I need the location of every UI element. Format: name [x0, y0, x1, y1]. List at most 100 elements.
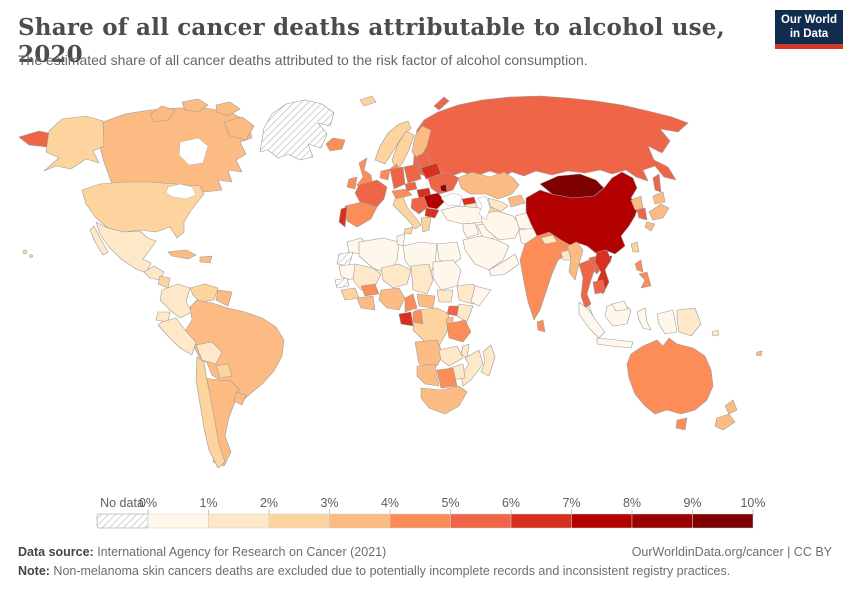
country-czechia[interactable]	[404, 181, 418, 192]
country-botswana[interactable]	[436, 367, 458, 389]
country-south-korea[interactable]	[636, 207, 648, 221]
country-paraguay[interactable]	[215, 363, 233, 379]
owid-logo[interactable]: Our World in Data	[775, 10, 843, 49]
country-new-zealand-north[interactable]	[724, 399, 738, 415]
legend-bin-7-8%[interactable]	[571, 513, 633, 529]
country-canada-island-1[interactable]	[149, 105, 176, 123]
country-benelux[interactable]	[379, 168, 391, 181]
country-canada-baffin[interactable]	[223, 116, 255, 141]
owid-link[interactable]: OurWorldinData.org/cancer | CC BY	[631, 545, 832, 559]
country-senegal[interactable]	[334, 277, 350, 289]
country-indonesia-sulawesi[interactable]	[636, 307, 652, 331]
legend-bin-4-5%[interactable]	[389, 513, 451, 529]
country-japan-kyushu[interactable]	[644, 221, 656, 232]
legend-bin-6-7%[interactable]	[510, 513, 572, 529]
country-north-korea[interactable]	[630, 195, 644, 211]
country-sri-lanka[interactable]	[536, 319, 546, 333]
country-usa-hawaii-1[interactable]	[22, 249, 28, 255]
country-gabon[interactable]	[398, 311, 414, 327]
country-yemen-oman[interactable]	[488, 253, 520, 277]
country-greece[interactable]	[420, 216, 432, 233]
country-russia-novaya-zemlya[interactable]	[433, 96, 450, 111]
country-portugal[interactable]	[338, 206, 348, 228]
country-south-sudan[interactable]	[436, 289, 454, 303]
country-central-african-republic[interactable]	[416, 293, 436, 309]
country-tunisia[interactable]	[396, 233, 406, 247]
country-indonesia-sumatra[interactable]	[578, 301, 606, 339]
country-indonesia-java[interactable]	[596, 337, 634, 349]
country-papua-new-guinea[interactable]	[676, 307, 702, 337]
country-poland[interactable]	[403, 163, 422, 184]
country-ivory-coast-ghana[interactable]	[356, 295, 376, 311]
country-italy-sicily[interactable]	[403, 226, 414, 235]
country-moldova[interactable]	[439, 183, 448, 193]
country-australia[interactable]	[626, 337, 714, 415]
country-spain[interactable]	[344, 201, 378, 228]
country-chile[interactable]	[195, 356, 226, 469]
country-russia-sakhalin[interactable]	[652, 173, 662, 193]
country-solomon-islands[interactable]	[711, 329, 720, 337]
country-somalia[interactable]	[470, 285, 492, 307]
country-bolivia[interactable]	[195, 341, 223, 365]
country-mexico-baja[interactable]	[89, 225, 109, 256]
country-fiji[interactable]	[755, 350, 763, 357]
country-ireland[interactable]	[346, 176, 358, 190]
legend-no-data-swatch[interactable]	[96, 513, 149, 529]
country-greenland[interactable]	[259, 99, 335, 161]
country-cameroon[interactable]	[404, 293, 418, 313]
country-usa-hawaii-2[interactable]	[29, 254, 33, 258]
country-philippines-luzon[interactable]	[634, 259, 644, 273]
country-nepal[interactable]	[540, 234, 558, 245]
country-zambia[interactable]	[438, 345, 464, 367]
country-taiwan[interactable]	[630, 241, 640, 253]
country-cambodia[interactable]	[592, 279, 606, 295]
legend-bin-9-10%[interactable]	[692, 513, 754, 529]
legend-bin-5-6%[interactable]	[450, 513, 512, 529]
country-guyanas[interactable]	[215, 289, 233, 307]
country-ukraine[interactable]	[427, 171, 460, 195]
country-germany[interactable]	[389, 166, 406, 190]
country-nigeria[interactable]	[378, 287, 406, 311]
country-italy[interactable]	[392, 196, 422, 230]
country-iceland[interactable]	[325, 137, 346, 152]
country-mongolia[interactable]	[539, 173, 605, 199]
country-mexico[interactable]	[95, 221, 157, 274]
country-angola[interactable]	[414, 339, 444, 367]
country-guatemala[interactable]	[143, 265, 165, 281]
country-kenya[interactable]	[456, 303, 474, 323]
country-iran[interactable]	[480, 210, 522, 241]
country-egypt[interactable]	[436, 241, 462, 265]
country-south-africa[interactable]	[420, 385, 468, 415]
country-niger[interactable]	[380, 263, 412, 289]
legend-bin-2-3%[interactable]	[268, 513, 330, 529]
country-new-zealand-south[interactable]	[714, 413, 736, 431]
country-russia[interactable]	[412, 95, 689, 182]
country-burkina-faso[interactable]	[360, 283, 380, 297]
country-syria[interactable]	[462, 222, 480, 239]
country-australia-tasmania[interactable]	[675, 417, 688, 431]
country-balkans[interactable]	[410, 196, 429, 215]
legend-bin-1-2%[interactable]	[208, 513, 270, 529]
country-canada-island-3[interactable]	[215, 101, 241, 117]
country-mozambique[interactable]	[460, 349, 484, 387]
country-western-sahara[interactable]	[336, 251, 354, 267]
country-uruguay[interactable]	[233, 391, 247, 406]
country-bulgaria[interactable]	[424, 207, 440, 219]
legend-bin-0-1%[interactable]	[147, 513, 209, 529]
country-indonesia-west-papua[interactable]	[656, 309, 678, 335]
country-kyrgyzstan[interactable]	[507, 194, 526, 208]
legend-bin-3-4%[interactable]	[329, 513, 391, 529]
country-india[interactable]	[519, 231, 573, 321]
country-norway[interactable]	[374, 120, 412, 165]
country-malaysia-borneo[interactable]	[611, 300, 629, 312]
country-peru[interactable]	[157, 317, 197, 356]
country-norway-svalbard[interactable]	[359, 95, 377, 107]
country-switzerland-austria[interactable]	[391, 188, 413, 200]
country-sudan[interactable]	[432, 259, 462, 291]
country-cuba[interactable]	[167, 249, 197, 260]
country-canada-island-2[interactable]	[181, 98, 209, 113]
country-namibia[interactable]	[416, 363, 440, 387]
country-chad[interactable]	[410, 263, 434, 295]
country-uzbekistan[interactable]	[487, 197, 509, 213]
country-hispaniola[interactable]	[199, 255, 213, 264]
